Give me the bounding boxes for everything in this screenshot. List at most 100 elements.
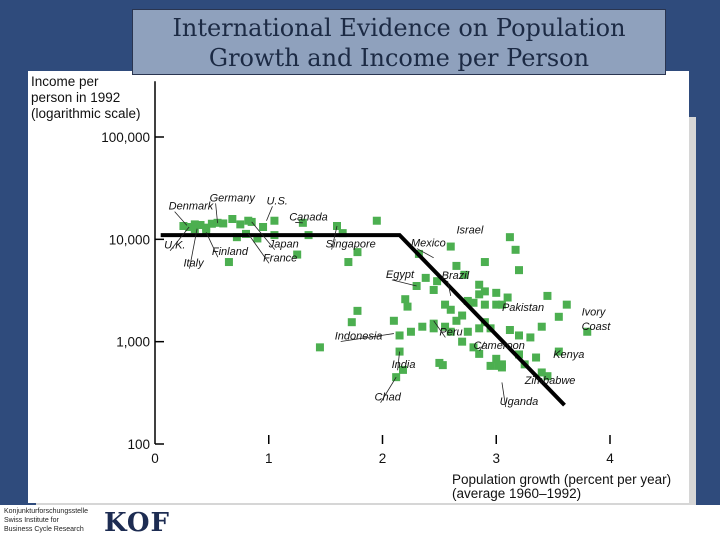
data-point-31 <box>315 343 324 352</box>
data-point-8 <box>190 225 199 234</box>
data-point-35 <box>406 327 415 336</box>
data-point-44 <box>475 324 484 333</box>
data-point-7 <box>219 219 228 228</box>
data-point-95 <box>438 361 447 370</box>
leader-u-s- <box>266 206 273 221</box>
label-kenya: Kenya <box>553 349 584 361</box>
label-egypt: Egypt <box>386 269 415 281</box>
data-point-29 <box>353 306 362 315</box>
label-germany: Germany <box>210 192 257 204</box>
data-point-92 <box>398 365 407 374</box>
data-point-25 <box>224 258 233 267</box>
label-indonesia: Indonesia <box>335 330 383 342</box>
label-finland: Finland <box>212 246 249 258</box>
data-point-82 <box>583 327 592 336</box>
data-point-37 <box>429 319 438 328</box>
data-point-16 <box>253 234 262 243</box>
y-axis-label-1: Income per <box>31 74 99 89</box>
data-point-65 <box>475 280 484 289</box>
kof-logo: KOF <box>104 508 171 538</box>
y-tick-label-1: 1,000 <box>116 335 150 350</box>
chart-panel <box>28 71 689 503</box>
data-point-69 <box>497 300 506 309</box>
x-axis-label-1: Population growth (percent per year) <box>452 472 671 487</box>
label-mexico: Mexico <box>411 238 446 250</box>
label-zimbabwe: Zimbabwe <box>524 375 576 387</box>
y-axis-label-3: (logarithmic scale) <box>31 106 141 121</box>
leader-japan <box>251 221 276 250</box>
data-point-54 <box>446 305 455 314</box>
label-peru: Peru <box>439 326 462 338</box>
y-axis-label-2: person in 1992 <box>31 90 120 105</box>
title-line-1: International Evidence on Population <box>172 14 626 42</box>
data-point-5 <box>207 219 216 228</box>
label-u-s-: U.S. <box>266 195 287 207</box>
data-point-40 <box>441 322 450 331</box>
data-point-4 <box>202 223 211 232</box>
x-tick-label-0: 0 <box>151 451 159 466</box>
data-point-64 <box>480 258 489 267</box>
data-point-39 <box>429 285 438 294</box>
leader-peru <box>433 320 446 338</box>
label-france: France <box>263 252 297 264</box>
data-point-59 <box>475 290 484 299</box>
data-point-0 <box>179 221 188 230</box>
data-point-38 <box>429 324 438 333</box>
data-point-75 <box>526 333 535 342</box>
label-coast: Coast <box>582 321 612 333</box>
data-point-36 <box>418 322 427 331</box>
label-singapore: Singapore <box>326 239 376 251</box>
leader-denmark <box>174 211 188 226</box>
data-point-62 <box>446 242 455 251</box>
slide-title: International Evidence on Population Gro… <box>132 9 666 75</box>
leader-italy <box>189 228 198 269</box>
label-italy: Italy <box>183 258 205 270</box>
leader-germany <box>215 203 218 224</box>
data-point-17 <box>259 222 268 231</box>
data-point-30 <box>347 318 356 327</box>
org-line-3: Business Cycle Research <box>4 526 84 533</box>
label-ivory: Ivory <box>582 307 607 319</box>
leader-u-k- <box>169 226 190 251</box>
data-point-57 <box>463 296 472 305</box>
data-point-74 <box>515 331 523 340</box>
data-point-15 <box>232 233 241 242</box>
x-axis-label-2: (average 1960–1992) <box>452 486 581 501</box>
data-point-27 <box>344 258 353 267</box>
label-uganda: Uganda <box>500 396 539 408</box>
data-point-41 <box>446 327 455 336</box>
footer: Konjunkturforschungsstelle Swiss Institu… <box>0 505 720 540</box>
data-point-85 <box>492 354 501 363</box>
data-point-56 <box>460 270 469 279</box>
label-brazil: Brazil <box>442 270 470 282</box>
label-u-k-: U.K. <box>164 240 185 252</box>
data-point-48 <box>403 302 412 311</box>
data-point-80 <box>554 312 563 321</box>
data-point-11 <box>236 220 245 229</box>
org-line-2: Swiss Institute for <box>4 517 59 524</box>
data-point-81 <box>511 245 520 254</box>
data-point-51 <box>421 273 430 282</box>
leader-indonesia <box>340 333 394 342</box>
leader-finland <box>205 232 219 258</box>
data-point-2 <box>190 220 199 229</box>
data-point-96 <box>497 363 506 372</box>
leader-cameroon <box>479 341 486 352</box>
data-point-32 <box>389 316 398 325</box>
data-point-86 <box>515 350 523 359</box>
leader-brazil <box>447 280 452 296</box>
data-point-66 <box>480 300 489 309</box>
data-point-83 <box>469 343 478 352</box>
leader-chad <box>380 376 397 403</box>
data-point-26 <box>293 250 302 259</box>
trend-line <box>160 233 566 407</box>
y-tick-label-3: 100,000 <box>101 130 150 145</box>
data-point-45 <box>458 337 467 346</box>
data-point-98 <box>543 372 552 381</box>
label-cameroon: Cameroon <box>474 340 525 352</box>
organization-name: Konjunkturforschungsstelle Swiss Institu… <box>4 507 114 534</box>
data-point-73 <box>515 266 523 275</box>
label-israel: Israel <box>456 225 483 237</box>
data-point-70 <box>503 293 512 302</box>
